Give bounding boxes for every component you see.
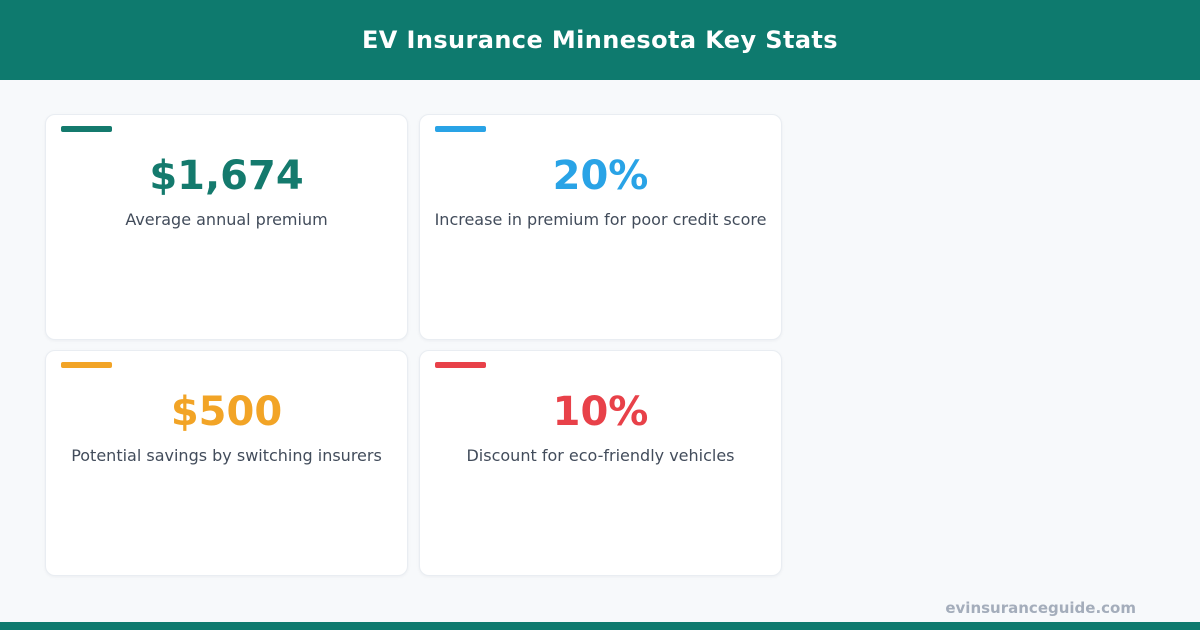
stat-label: Average annual premium [125,210,328,229]
page-title: EV Insurance Minnesota Key Stats [361,26,838,54]
stats-card-grid: $1,674 Average annual premium 20% Increa… [0,80,1200,576]
stat-label: Potential savings by switching insurers [71,446,382,465]
stat-value: $500 [170,389,283,435]
stat-value: $1,674 [149,153,304,199]
header-banner: EV Insurance Minnesota Key Stats [0,0,1200,80]
website-watermark: evinsuranceguide.com [945,599,1136,617]
stat-value: 10% [552,389,649,435]
stat-label: Discount for eco-friendly vehicles [466,446,735,465]
stat-value: 20% [552,153,649,199]
stat-card-switching-savings: $500 Potential savings by switching insu… [45,350,408,576]
stat-label: Increase in premium for poor credit scor… [434,210,767,229]
stat-card-eco-discount: 10% Discount for eco-friendly vehicles [419,350,782,576]
card-accent-bar [61,126,112,132]
stat-card-credit-increase: 20% Increase in premium for poor credit … [419,114,782,340]
card-accent-bar [435,126,486,132]
card-accent-bar [435,362,486,368]
footer-accent-bar [0,622,1200,630]
card-accent-bar [61,362,112,368]
stat-card-average-premium: $1,674 Average annual premium [45,114,408,340]
